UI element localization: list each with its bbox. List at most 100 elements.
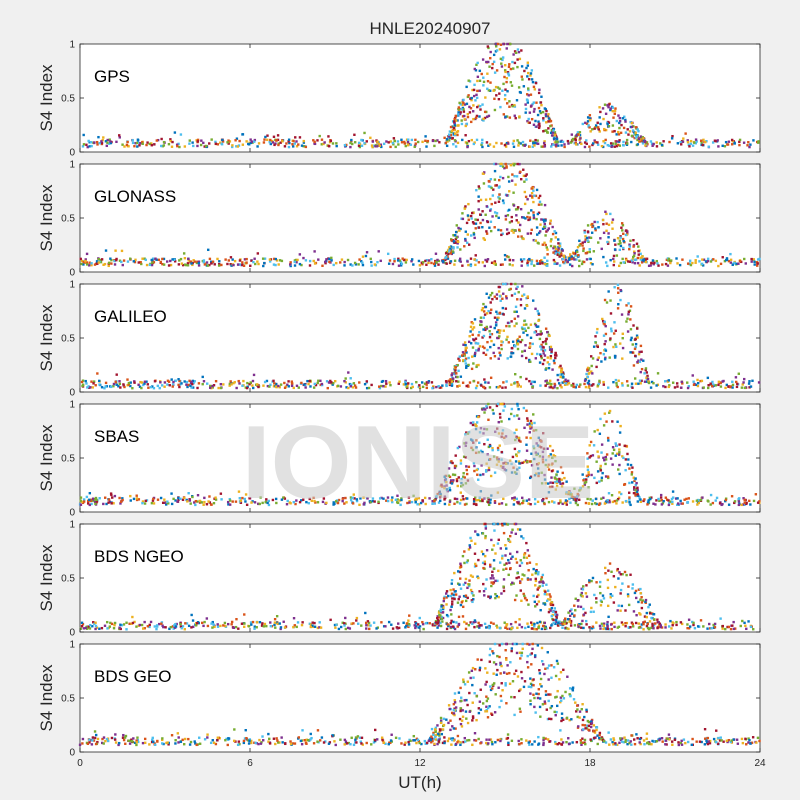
data-point	[511, 340, 515, 343]
data-point	[646, 503, 649, 506]
data-point	[445, 484, 448, 487]
data-point	[495, 214, 498, 218]
data-point	[224, 624, 227, 628]
data-point	[93, 263, 97, 266]
data-point	[610, 221, 614, 224]
data-point	[708, 622, 711, 626]
data-point	[549, 481, 552, 484]
data-point	[617, 140, 621, 143]
data-point	[326, 386, 329, 390]
data-point	[539, 260, 542, 263]
data-point	[499, 329, 502, 332]
data-point	[134, 258, 137, 261]
data-point	[98, 259, 101, 263]
data-point	[651, 259, 655, 262]
data-point	[472, 594, 475, 597]
data-point	[558, 244, 561, 248]
data-point	[449, 250, 453, 254]
data-point	[686, 386, 690, 390]
data-point	[574, 386, 577, 389]
data-point	[646, 626, 650, 630]
data-point	[493, 522, 496, 526]
data-point	[541, 573, 545, 577]
data-point	[558, 255, 561, 258]
data-point	[457, 240, 460, 244]
data-point	[475, 188, 478, 192]
data-point	[625, 258, 628, 262]
data-point	[464, 599, 468, 603]
data-point	[249, 621, 253, 624]
data-point	[484, 522, 487, 526]
data-point	[634, 483, 638, 487]
data-point	[160, 621, 164, 624]
data-point	[541, 450, 545, 454]
data-point	[485, 60, 488, 64]
data-point	[625, 444, 628, 448]
data-point	[473, 469, 476, 473]
data-point	[589, 355, 593, 358]
data-point	[719, 617, 722, 620]
data-point	[497, 457, 500, 461]
data-point	[457, 357, 460, 360]
data-point	[604, 458, 608, 461]
data-point	[615, 133, 618, 136]
data-point	[640, 350, 643, 353]
data-point	[574, 499, 578, 502]
data-point	[749, 143, 752, 146]
data-point	[329, 618, 332, 622]
data-point	[617, 291, 620, 294]
data-point	[596, 428, 599, 432]
data-point	[442, 597, 446, 600]
data-point	[519, 258, 523, 261]
data-point	[202, 141, 205, 145]
data-point	[636, 336, 639, 339]
data-point	[544, 340, 547, 343]
data-point	[535, 463, 539, 466]
data-point	[735, 380, 738, 384]
data-point	[476, 533, 479, 536]
data-point	[171, 625, 175, 628]
data-point	[633, 132, 636, 136]
data-point	[549, 240, 553, 243]
data-point	[129, 499, 132, 502]
data-point	[539, 111, 543, 115]
data-point	[493, 108, 497, 112]
data-point	[493, 71, 497, 74]
data-point	[603, 103, 607, 106]
data-point	[173, 624, 176, 627]
data-point	[709, 493, 713, 497]
data-point	[694, 138, 698, 141]
data-point	[252, 386, 255, 390]
data-point	[537, 242, 540, 245]
data-point	[580, 622, 583, 626]
data-point	[451, 125, 454, 128]
data-point	[680, 386, 683, 389]
data-point	[567, 382, 571, 385]
data-point	[501, 199, 505, 202]
data-point	[279, 141, 282, 144]
data-point	[533, 194, 536, 197]
data-point	[464, 230, 468, 233]
data-point	[172, 380, 175, 384]
data-point	[101, 138, 104, 142]
data-point	[148, 623, 151, 627]
data-point	[695, 140, 698, 143]
data-point	[477, 415, 480, 419]
data-point	[421, 499, 424, 502]
data-point	[506, 335, 509, 339]
data-point	[540, 578, 543, 581]
data-point	[237, 490, 241, 493]
data-point	[179, 497, 182, 500]
data-point	[515, 175, 519, 178]
data-point	[587, 502, 591, 505]
data-point	[550, 614, 553, 618]
data-point	[469, 421, 472, 425]
data-point	[245, 257, 248, 261]
data-point	[318, 626, 321, 629]
data-point	[489, 498, 492, 501]
data-point	[616, 287, 620, 290]
data-point	[353, 133, 356, 136]
data-point	[481, 145, 484, 149]
data-point	[501, 282, 505, 286]
data-point	[508, 540, 512, 544]
